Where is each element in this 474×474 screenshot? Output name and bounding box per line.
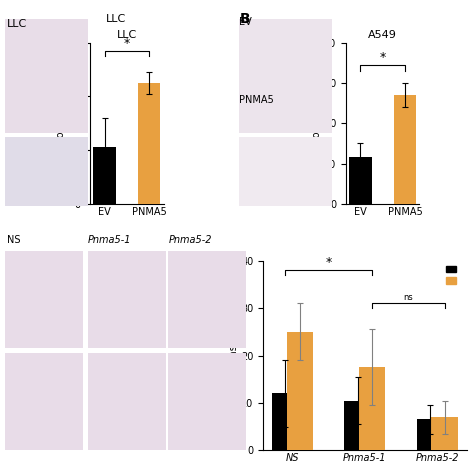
Text: LLC: LLC <box>7 19 27 29</box>
Bar <box>359 367 385 450</box>
Text: *: * <box>326 256 332 269</box>
Bar <box>417 419 443 450</box>
Y-axis label: OSteoclasts(%): OSteoclasts(%) <box>311 86 321 161</box>
Text: Pnma5-2: Pnma5-2 <box>168 235 212 245</box>
Bar <box>345 401 371 450</box>
Bar <box>349 157 372 204</box>
Legend: , : , <box>446 265 463 285</box>
Text: *: * <box>124 36 130 50</box>
Text: Pnma5-1: Pnma5-1 <box>88 235 131 245</box>
Text: PNMA5: PNMA5 <box>239 95 274 105</box>
Title: A549: A549 <box>368 30 397 40</box>
Text: EV: EV <box>239 17 252 27</box>
Text: NS: NS <box>7 235 20 245</box>
Text: B: B <box>239 12 250 26</box>
Bar <box>287 332 313 450</box>
Bar <box>138 83 160 204</box>
Text: *: * <box>380 51 386 64</box>
Text: LLC: LLC <box>106 14 126 24</box>
Bar <box>394 95 416 204</box>
Bar <box>431 417 457 450</box>
Bar <box>273 393 299 450</box>
Y-axis label: OSteoclasts(%): OSteoclasts(%) <box>228 318 238 393</box>
Bar <box>93 147 116 204</box>
Title: LLC: LLC <box>117 30 137 40</box>
Y-axis label: OSteoclasts(%): OSteoclasts(%) <box>55 86 65 161</box>
Text: ns: ns <box>403 293 413 302</box>
